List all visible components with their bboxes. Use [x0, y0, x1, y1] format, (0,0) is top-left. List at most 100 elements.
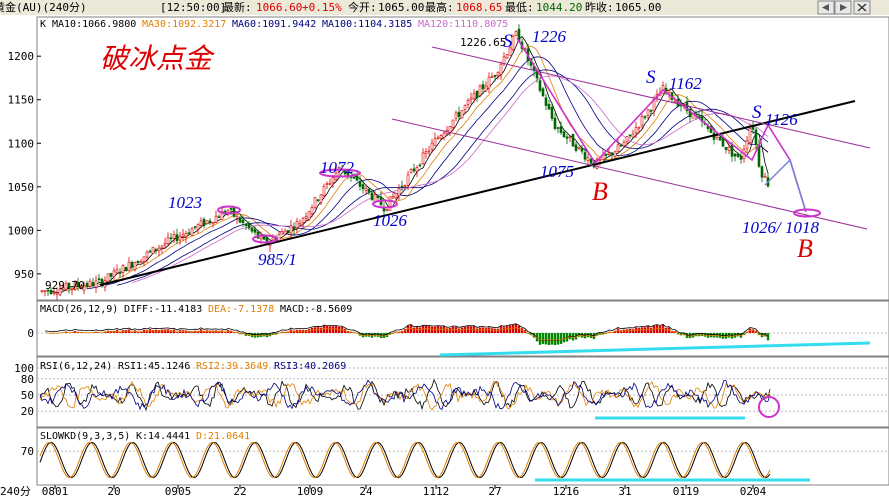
- macd-cyan-line: [439, 341, 871, 357]
- candle-body: [394, 192, 398, 199]
- candle-body: [409, 169, 413, 173]
- candle-body: [142, 256, 146, 262]
- ma-line: [131, 75, 769, 283]
- high-value: 1068.65: [456, 1, 502, 14]
- candle-body: [475, 90, 479, 99]
- candle-body: [244, 223, 248, 226]
- candle-body: [355, 175, 359, 181]
- label-s2: S: [646, 67, 656, 88]
- candle-body: [157, 247, 161, 252]
- candle-body: [136, 260, 140, 264]
- high-label: 最高:: [425, 0, 454, 14]
- candle-body: [325, 183, 329, 185]
- candle-body: [211, 222, 215, 224]
- candle-body: [292, 227, 296, 230]
- candle-body: [664, 87, 668, 92]
- candle-body: [352, 177, 356, 179]
- candle-body: [721, 138, 725, 147]
- close-icon[interactable]: [853, 0, 871, 15]
- prev-value: 1065.00: [615, 1, 661, 14]
- label-985: 985/1: [258, 250, 297, 269]
- candle-body: [178, 236, 182, 241]
- candle-body: [214, 215, 218, 223]
- candle-body: [385, 209, 389, 211]
- candle-body: [304, 216, 308, 219]
- candle-body: [115, 269, 119, 274]
- x-tick-label: 0801: [42, 485, 69, 498]
- ellipse-985: [252, 234, 278, 244]
- candle-body: [271, 237, 275, 241]
- ma-line: [86, 56, 769, 290]
- candle-body: [667, 90, 671, 94]
- macd-legend-prefix: MACD(26,12,9): [40, 304, 118, 315]
- rsi-circle: [758, 396, 780, 418]
- candle-body: [559, 125, 563, 133]
- rsi-legend-item: RSI3:40.2069: [274, 361, 346, 372]
- candle-body: [598, 159, 602, 161]
- candle-body: [298, 222, 302, 225]
- candle-body: [508, 47, 512, 56]
- candle-body: [454, 112, 458, 119]
- candle-body: [724, 147, 728, 150]
- candle-body: [427, 150, 431, 153]
- rsi-legend-item: RSI2:39.3649: [196, 361, 268, 372]
- candle-body: [739, 156, 743, 160]
- candle-body: [370, 192, 374, 200]
- candle-body: [148, 250, 152, 253]
- candle-body: [124, 266, 128, 272]
- candle-body: [745, 140, 749, 149]
- ma-legend-item: MA120:1110.8075: [418, 19, 508, 30]
- channel-upper: [431, 46, 871, 149]
- label-1226: 1226: [532, 27, 567, 46]
- candle-body: [322, 186, 326, 197]
- candle-body: [463, 105, 467, 110]
- rsi-panel: [36, 356, 889, 428]
- candle-body: [238, 217, 242, 223]
- candle-body: [199, 220, 203, 227]
- candle-body: [589, 158, 593, 164]
- candle-body: [127, 261, 131, 272]
- prev-icon[interactable]: [817, 0, 835, 15]
- support-trendline: [99, 100, 856, 286]
- candle-body: [487, 76, 491, 89]
- candle-body: [88, 280, 92, 287]
- next-icon[interactable]: [834, 0, 852, 15]
- candle-body: [76, 282, 80, 288]
- candle-body: [466, 99, 470, 105]
- candle-body: [415, 167, 419, 172]
- ellipse-1023: [217, 205, 241, 215]
- candle-body: [172, 234, 176, 239]
- candle-body: [550, 106, 554, 119]
- rsi-line: [39, 379, 771, 411]
- macd-legend-item: DIFF:-11.4183: [124, 304, 202, 315]
- candle-body: [133, 262, 137, 270]
- candle-body: [619, 144, 623, 147]
- candle-body: [247, 222, 251, 229]
- candle-body: [730, 144, 734, 157]
- candle-body: [163, 243, 167, 246]
- title-annotation: 破冰点金: [100, 44, 215, 75]
- candle-body: [67, 282, 71, 289]
- candle-body: [727, 146, 731, 152]
- candle-body: [640, 115, 644, 126]
- candle-body: [538, 80, 542, 91]
- ellipse-1018: [793, 208, 821, 218]
- ma-legend-item: MA100:1104.3185: [322, 19, 412, 30]
- x-tick-label: 1216: [553, 485, 580, 498]
- candle-body: [583, 152, 587, 160]
- candle-body: [295, 221, 299, 229]
- candle-body: [46, 289, 50, 292]
- candle-body: [709, 126, 713, 133]
- rsi-tick-label: 20: [21, 405, 34, 418]
- x-tick-label: 0204: [740, 485, 767, 498]
- candle-body: [397, 188, 401, 197]
- candle-body: [460, 110, 464, 119]
- candle-body: [469, 97, 473, 101]
- candle-body: [367, 188, 371, 193]
- y-tick-label: 1100: [8, 137, 35, 150]
- prev-label: 昨收:: [585, 0, 614, 14]
- candle-body: [484, 85, 488, 92]
- macd-panel: [36, 300, 889, 357]
- candle-body: [190, 228, 194, 236]
- candle-body: [580, 147, 584, 152]
